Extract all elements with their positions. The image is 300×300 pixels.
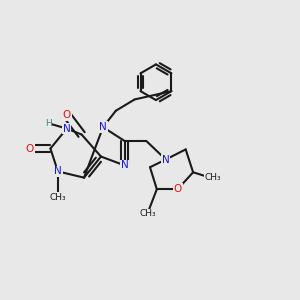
Text: CH₃: CH₃: [140, 209, 156, 218]
Text: O: O: [63, 110, 71, 120]
Text: N: N: [162, 154, 169, 164]
Text: N: N: [54, 167, 62, 176]
Text: O: O: [173, 184, 182, 194]
Text: N: N: [99, 122, 107, 132]
Text: O: O: [26, 143, 34, 154]
Text: H: H: [45, 119, 52, 128]
Text: N: N: [121, 160, 129, 170]
Text: N: N: [63, 124, 71, 134]
Text: CH₃: CH₃: [205, 173, 221, 182]
Text: CH₃: CH₃: [50, 193, 66, 202]
